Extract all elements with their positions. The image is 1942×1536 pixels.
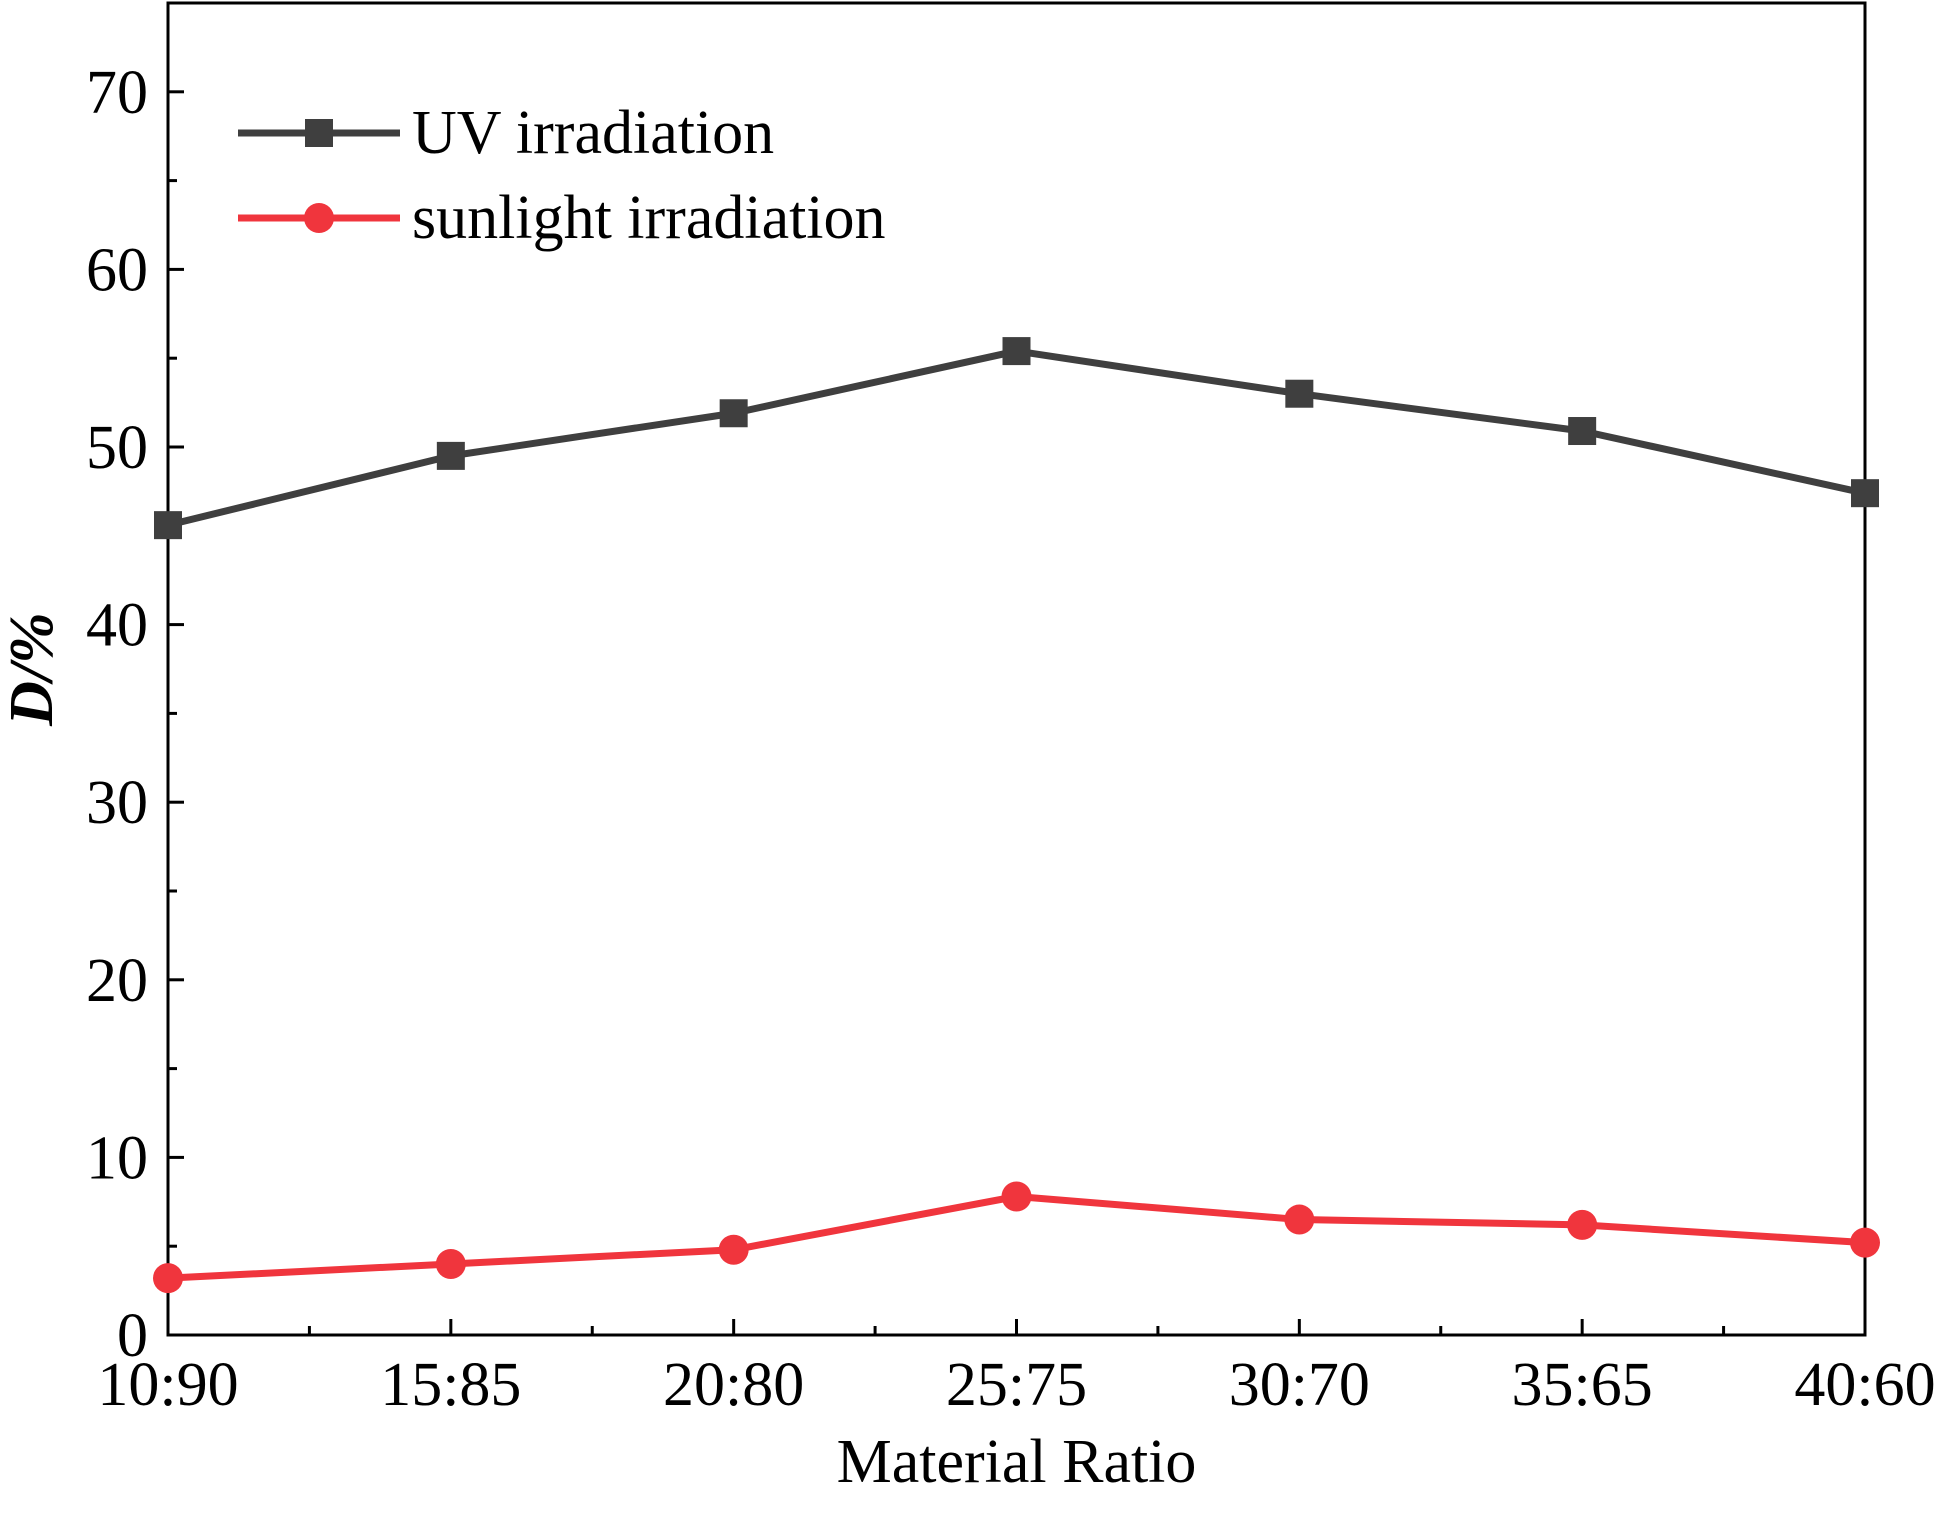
data-point	[1568, 417, 1597, 446]
x-tick-label: 40:60	[1794, 1351, 1935, 1419]
x-tick-label: 25:75	[946, 1351, 1087, 1419]
data-point	[719, 399, 748, 428]
y-tick-label: 40	[86, 592, 148, 660]
data-point	[154, 511, 182, 540]
y-tick-label: 0	[117, 1302, 148, 1370]
data-point	[1002, 337, 1031, 366]
data-point	[435, 1248, 466, 1279]
x-axis-title: Material Ratio	[837, 1428, 1197, 1496]
data-point	[1850, 1227, 1880, 1258]
data-point	[1001, 1181, 1032, 1212]
x-axis: 10:90 15:85 20:80 25:75 30:70 35:65 40:60	[97, 1319, 1936, 1419]
legend-label: sunlight irradiation	[412, 184, 886, 252]
legend-marker	[304, 203, 334, 233]
y-axis: 0 10 20 30 40 50 60 70	[86, 59, 184, 1370]
legend-item: UV irradiation	[238, 99, 774, 167]
legend-label: UV irradiation	[412, 99, 774, 167]
y-tick-label: 10	[86, 1124, 148, 1192]
x-tick-label: 20:80	[663, 1351, 804, 1419]
x-tick-label: 35:65	[1512, 1351, 1653, 1419]
legend-marker	[305, 119, 333, 147]
data-point	[1285, 379, 1314, 408]
x-tick-label: 10:90	[97, 1351, 238, 1419]
series-line	[167, 347, 1866, 529]
legend-item: sunlight irradiation	[238, 184, 886, 252]
series-1	[154, 337, 1879, 540]
x-tick-label: 15:85	[380, 1351, 521, 1419]
data-point	[436, 441, 465, 470]
series-layer	[153, 337, 1880, 1294]
y-tick-label: 50	[86, 414, 148, 482]
x-tick-label: 30:70	[1229, 1351, 1370, 1419]
legend: UV irradiation sunlight irradiation	[238, 99, 886, 252]
data-point	[1567, 1209, 1598, 1240]
data-point	[718, 1234, 749, 1265]
y-tick-label: 30	[86, 769, 148, 837]
y-tick-label: 70	[86, 59, 148, 127]
y-axis-title: D/%	[0, 612, 66, 727]
series-2	[153, 1181, 1880, 1294]
data-point	[1284, 1204, 1315, 1235]
data-point	[1851, 479, 1879, 508]
data-point	[153, 1263, 183, 1294]
y-tick-label: 20	[86, 947, 148, 1015]
y-tick-label: 60	[86, 236, 148, 304]
